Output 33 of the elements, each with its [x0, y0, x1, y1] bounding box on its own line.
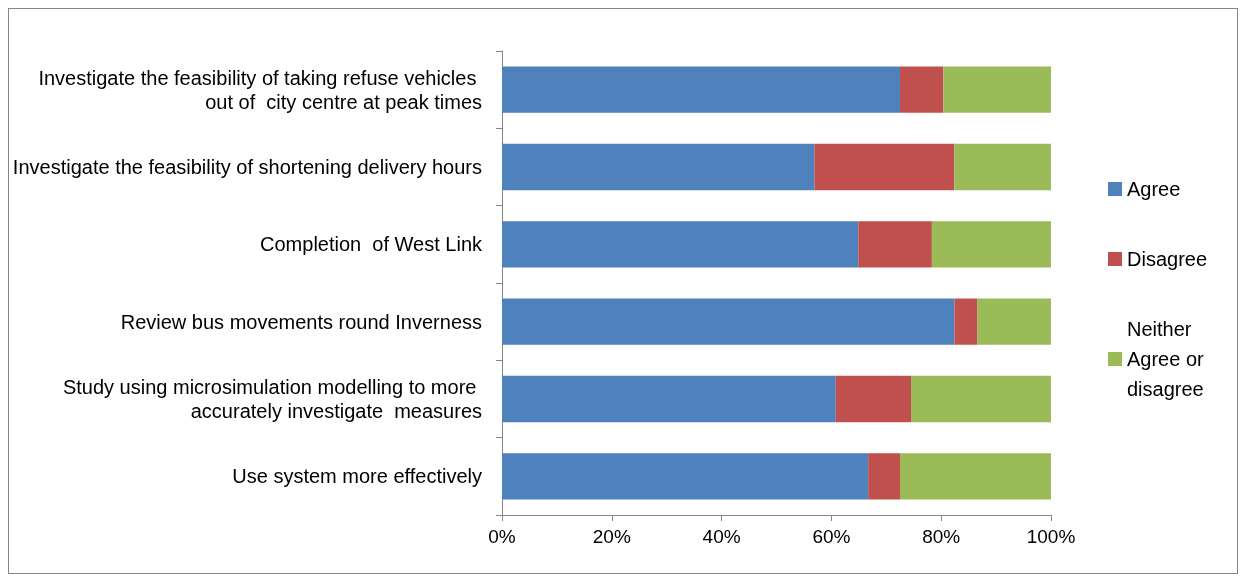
- bar: [814, 143, 955, 191]
- bar: [943, 66, 1051, 113]
- bar: [502, 375, 836, 423]
- bar: [900, 453, 1051, 500]
- y-tick-label: Completion of West Link: [260, 233, 483, 256]
- bar: [931, 221, 1051, 268]
- bar: [502, 221, 859, 268]
- bar: [954, 143, 1051, 191]
- y-tick-label: Review bus movements round Inverness: [120, 310, 482, 333]
- bar: [502, 66, 901, 113]
- bar: [977, 298, 1051, 345]
- x-tick-label: 80%: [922, 526, 961, 547]
- y-tick-label: Investigate the feasibility of shortening delivery hours: [12, 156, 482, 178]
- x-tick-label: 100%: [1026, 526, 1076, 547]
- bar: [835, 375, 912, 423]
- bar: [502, 298, 955, 345]
- legend-label: Disagree: [1127, 248, 1208, 270]
- x-tick-label: 0%: [488, 526, 516, 547]
- legend-label: Agree: [1127, 178, 1181, 200]
- bar: [502, 453, 869, 500]
- x-tick-label: 40%: [702, 526, 741, 547]
- y-tick-label: Use system more effectively: [232, 465, 482, 488]
- bar: [868, 453, 901, 500]
- bar: [502, 143, 815, 191]
- bar: [954, 298, 978, 345]
- y-tick-label: Study using microsimulation modelling to more accurately investigate measures: [62, 376, 482, 422]
- x-tick-label: 20%: [592, 526, 631, 547]
- y-tick-label: Investigate the feasibility of taking refuse vehicles out of city centre at peak times: [38, 66, 482, 113]
- bar: [911, 375, 1051, 423]
- legend-label: Neither Agree or disagree: [1127, 318, 1210, 400]
- bar: [858, 221, 932, 268]
- x-tick-label: 60%: [812, 526, 851, 547]
- bar: [900, 66, 944, 113]
